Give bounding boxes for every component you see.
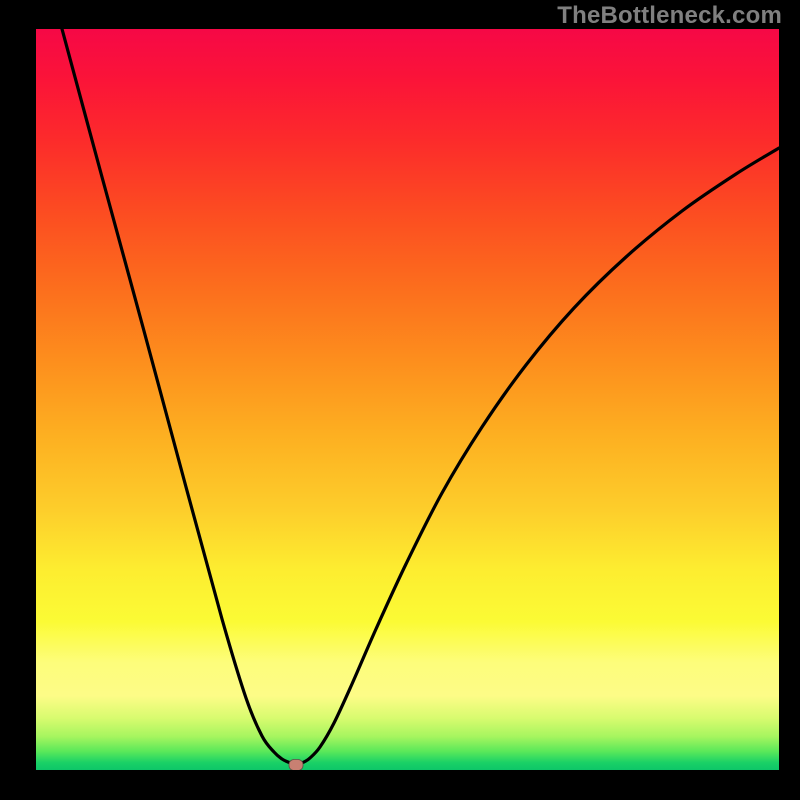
plot-area bbox=[36, 29, 779, 770]
bottleneck-chart: TheBottleneck.com bbox=[0, 0, 800, 800]
curve-layer bbox=[36, 29, 779, 770]
minimum-marker-icon bbox=[289, 760, 303, 771]
bottleneck-curve bbox=[62, 29, 779, 764]
watermark-label: TheBottleneck.com bbox=[557, 2, 782, 30]
